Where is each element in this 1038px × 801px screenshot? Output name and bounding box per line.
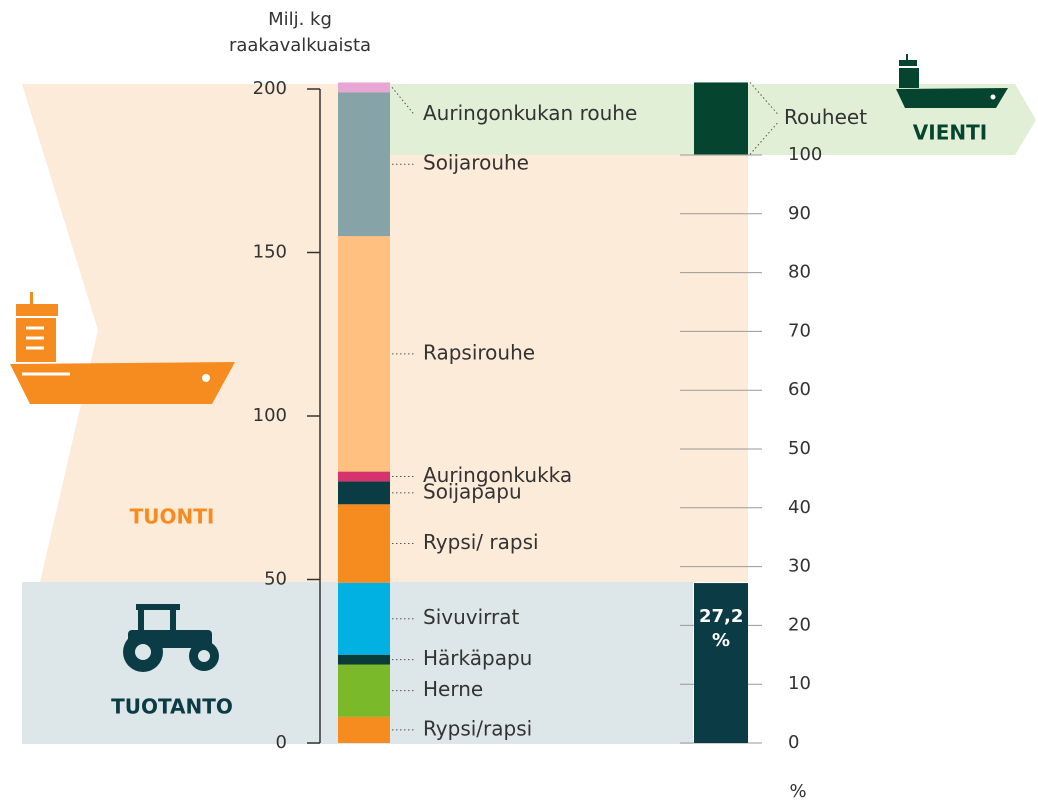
- y2-tick-label: 20: [788, 614, 811, 635]
- export-label: Rouheet: [784, 105, 867, 129]
- y-tick-label: 50: [264, 569, 287, 590]
- bar-segment: [338, 504, 390, 583]
- share-bar: [694, 583, 748, 743]
- y-axis-label: Milj. kg: [268, 9, 332, 30]
- y2-tick-label: 70: [788, 320, 811, 341]
- tractor-wheel: [135, 644, 151, 660]
- bar-segment: [338, 92, 390, 237]
- segment-label: Auringonkukan rouhe: [423, 101, 637, 125]
- y2-tick-label: 40: [788, 497, 811, 518]
- y2-tick-label: 90: [788, 203, 811, 224]
- y2-tick-label: 60: [788, 379, 811, 400]
- leader-line: [749, 82, 779, 115]
- export-bar: [694, 82, 748, 155]
- share-label: 27,2 %: [699, 606, 744, 652]
- y2-tick-label: 80: [788, 262, 811, 283]
- leader-line: [749, 122, 779, 155]
- leader-line: [391, 87, 415, 115]
- export-ship-icon: [896, 54, 1008, 108]
- segment-label: Rypsi/rapsi: [423, 716, 532, 740]
- production-label: TUOTANTO: [111, 695, 233, 719]
- segment-label: Soijarouhe: [423, 151, 529, 175]
- export-label: VIENTI: [913, 121, 987, 145]
- tractor-wheel: [198, 650, 210, 662]
- bar-segment: [338, 481, 390, 505]
- bar-segment: [338, 82, 390, 93]
- segment-label: Soijapapu: [423, 479, 522, 503]
- y2-tick-label: 50: [788, 438, 811, 459]
- segment-label: Rapsirouhe: [423, 340, 535, 364]
- share-label-box: 27,2 %: [699, 606, 744, 652]
- y-tick-label: 100: [253, 405, 287, 426]
- y2-tick-label: 0: [788, 732, 799, 753]
- segment-label: Rypsi/ rapsi: [423, 530, 539, 554]
- export-ship-dot: [990, 94, 996, 100]
- segment-label: Härkäpapu: [423, 646, 532, 670]
- import-ship-detail: [22, 326, 70, 376]
- y-tick-label: 0: [276, 732, 287, 753]
- y-axis-label: raakavalkuaista: [229, 35, 371, 56]
- segment-label: Auringonkukka: [423, 463, 572, 487]
- bar-segment: [338, 236, 390, 472]
- y2-tick-label: 30: [788, 556, 811, 577]
- y2-axis-label: %: [789, 781, 806, 801]
- bar-segment: [338, 654, 390, 665]
- y2-tick-label: 100: [788, 144, 822, 165]
- bar-segment: [338, 471, 390, 482]
- bar-segment: [338, 664, 390, 717]
- segment-label: Herne: [423, 677, 483, 701]
- bar-segment: [338, 716, 390, 743]
- bar-segment: [338, 582, 390, 655]
- import-ship-dot: [202, 374, 210, 382]
- y-tick-label: 200: [253, 78, 287, 99]
- segment-label: Sivuvirrat: [423, 605, 520, 629]
- y-tick-label: 150: [253, 242, 287, 263]
- import-label: TUONTI: [130, 505, 215, 529]
- y2-tick-label: 10: [788, 673, 811, 694]
